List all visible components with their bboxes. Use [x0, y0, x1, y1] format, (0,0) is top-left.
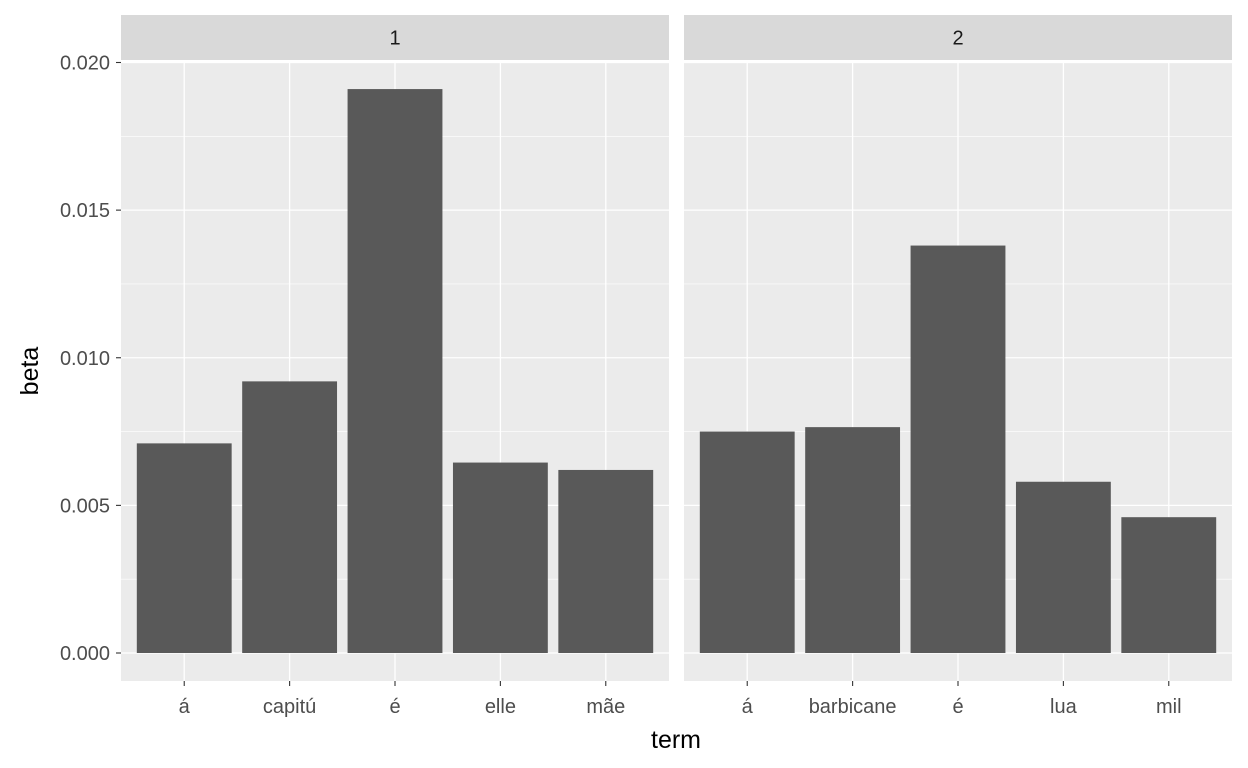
y-tick-label: 0.000 [60, 643, 110, 665]
x-tick-label: mãe [586, 696, 625, 718]
bar [136, 443, 232, 653]
bar [805, 427, 901, 653]
bar [1015, 481, 1111, 653]
facet-strip-label: 1 [389, 28, 400, 50]
x-axis-title: term [651, 726, 701, 754]
x-tick-label: é [389, 696, 400, 718]
bar [699, 431, 795, 653]
panels-layer: 1 á capitú é elle mãe 2 á barbicane é lua mil [121, 15, 1232, 718]
facet-panel-2: 2 á barbicane é lua mil [684, 15, 1232, 718]
x-tick-label: barbicane [809, 696, 897, 718]
x-tick-label: á [179, 696, 191, 718]
facet-strip [684, 15, 1232, 60]
x-tick-label: lua [1050, 696, 1078, 718]
bar [558, 469, 654, 653]
x-tick-label: elle [485, 696, 516, 718]
x-tick-label: á [742, 696, 754, 718]
bar [347, 89, 443, 653]
y-axis: 0.000 0.005 0.010 0.015 0.020 [60, 53, 121, 665]
facet-panel-1: 1 á capitú é elle mãe [121, 15, 669, 718]
y-tick-label: 0.005 [60, 495, 110, 517]
x-tick-label: mil [1156, 696, 1182, 718]
y-tick-label: 0.020 [60, 53, 110, 75]
bar [1121, 517, 1217, 653]
facet-strip [121, 15, 669, 60]
y-tick-label: 0.015 [60, 200, 110, 222]
y-tick-label: 0.010 [60, 348, 110, 370]
x-tick-label: capitú [263, 696, 316, 718]
x-tick-label: é [952, 696, 963, 718]
bar [910, 245, 1006, 653]
facet-strip-label: 2 [952, 28, 963, 50]
bar [242, 381, 338, 653]
y-axis-title: beta [16, 347, 44, 396]
bar [452, 462, 548, 653]
